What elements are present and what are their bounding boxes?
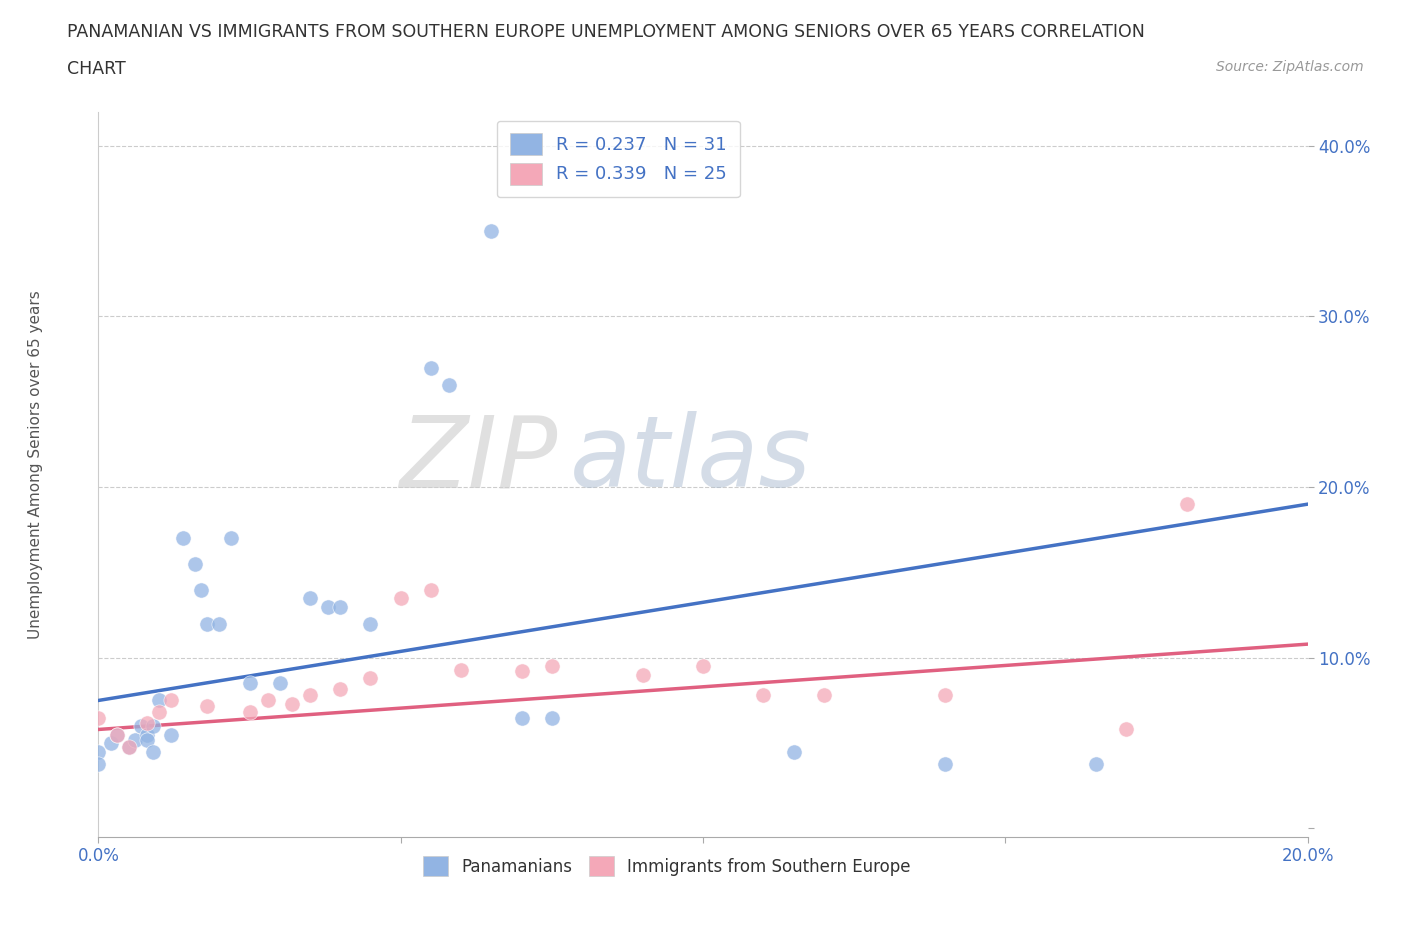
Point [420, 582, 443, 597]
Point [813, 688, 835, 703]
Point [420, 360, 443, 375]
Point [389, 591, 412, 605]
Point [118, 739, 141, 754]
Point [269, 676, 291, 691]
Point [281, 697, 304, 711]
Point [118, 739, 141, 754]
Text: ZIP: ZIP [399, 411, 558, 509]
Point [934, 756, 956, 771]
Point [934, 688, 956, 703]
Point [1115, 722, 1137, 737]
Point [124, 732, 146, 747]
Point [752, 688, 775, 703]
Point [135, 715, 157, 730]
Point [450, 662, 472, 677]
Text: CHART: CHART [67, 60, 127, 78]
Point [142, 744, 165, 759]
Point [360, 671, 382, 685]
Point [540, 658, 562, 673]
Point [195, 698, 218, 713]
Point [540, 711, 562, 725]
Text: Source: ZipAtlas.com: Source: ZipAtlas.com [1216, 60, 1364, 74]
Point [160, 727, 183, 742]
Point [87, 711, 110, 725]
Point [148, 693, 170, 708]
Point [129, 719, 152, 734]
Point [256, 693, 278, 708]
Point [1085, 756, 1108, 771]
Point [100, 736, 122, 751]
Point [437, 378, 460, 392]
Point [481, 223, 503, 238]
Point [239, 705, 262, 720]
Point [135, 727, 157, 742]
Point [208, 617, 231, 631]
Point [148, 705, 170, 720]
Point [142, 719, 165, 734]
Point [221, 531, 243, 546]
Point [329, 599, 352, 614]
Point [87, 756, 110, 771]
Point [299, 688, 322, 703]
Text: atlas: atlas [569, 411, 811, 509]
Point [510, 664, 533, 679]
Point [360, 617, 382, 631]
Point [692, 658, 714, 673]
Point [783, 744, 806, 759]
Point [239, 676, 262, 691]
Point [329, 681, 352, 696]
Point [510, 711, 533, 725]
Point [160, 693, 183, 708]
Legend: Panamanians, Immigrants from Southern Europe: Panamanians, Immigrants from Southern Eu… [416, 849, 917, 884]
Point [316, 599, 339, 614]
Point [195, 617, 218, 631]
Point [1175, 497, 1198, 512]
Text: PANAMANIAN VS IMMIGRANTS FROM SOUTHERN EUROPE UNEMPLOYMENT AMONG SENIORS OVER 65: PANAMANIAN VS IMMIGRANTS FROM SOUTHERN E… [67, 23, 1146, 41]
Point [299, 591, 322, 605]
Text: Unemployment Among Seniors over 65 years: Unemployment Among Seniors over 65 years [28, 291, 42, 640]
Point [190, 582, 212, 597]
Point [87, 744, 110, 759]
Point [631, 668, 654, 683]
Point [105, 727, 128, 742]
Point [172, 531, 194, 546]
Point [105, 727, 128, 742]
Point [184, 556, 207, 571]
Point [135, 732, 157, 747]
